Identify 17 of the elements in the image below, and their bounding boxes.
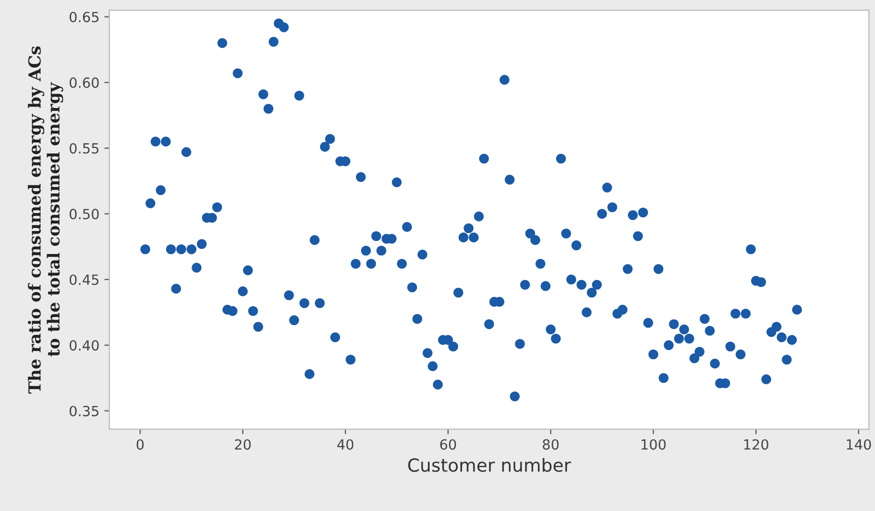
x-tick-label: 20 xyxy=(234,439,251,450)
x-axis-title: Customer number xyxy=(408,458,572,472)
y-tick-label: 0.65 xyxy=(70,12,98,22)
x-tick-label: 100 xyxy=(642,439,666,450)
y-axis-title: The ratio of consumed energy by ACs to the total consumed energy xyxy=(28,46,64,394)
y-tick-label: 0.40 xyxy=(70,340,99,351)
y-tick-label: 0.35 xyxy=(70,406,98,416)
x-tick-label: 0 xyxy=(136,439,144,450)
x-tick-label: 40 xyxy=(337,439,354,450)
y-tick-label: 0.45 xyxy=(70,274,98,285)
x-tick-label: 120 xyxy=(744,439,768,450)
x-tick-label: 60 xyxy=(440,439,456,450)
y-tick-label: 0.60 xyxy=(70,77,99,88)
x-tick-label: 140 xyxy=(846,439,871,450)
y-tick-label: 0.55 xyxy=(70,143,98,154)
y-tick-label: 0.50 xyxy=(70,208,99,220)
x-tick-label: 80 xyxy=(542,439,559,450)
